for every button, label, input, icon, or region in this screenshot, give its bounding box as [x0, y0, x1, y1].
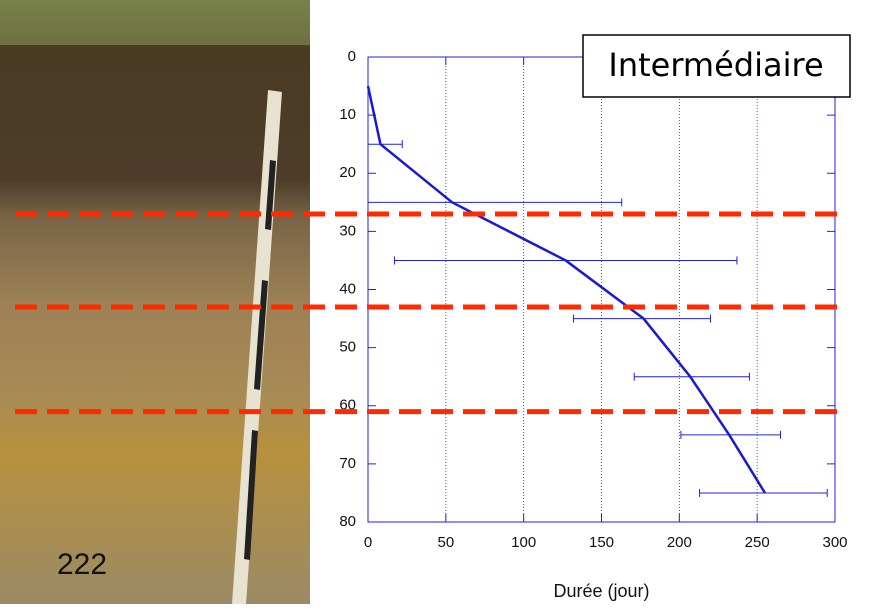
y-tick-label: 0	[348, 48, 356, 65]
x-tick-label: 50	[437, 534, 454, 551]
x-tick-label: 300	[822, 534, 847, 551]
y-tick-label: 30	[339, 222, 356, 239]
x-tick-label: 100	[511, 534, 536, 551]
ruler-marks	[265, 160, 276, 230]
grass	[0, 0, 310, 45]
x-axis-label: Durée (jour)	[553, 581, 649, 601]
soil-photo: 222	[0, 0, 310, 604]
x-tick-label: 0	[364, 534, 372, 551]
chart: 0 50 100 150 200 250 30001020304050607080Durée…	[339, 34, 851, 601]
x-tick-label: 150	[589, 534, 614, 551]
y-tick-label: 40	[339, 280, 356, 297]
y-tick-label: 10	[339, 106, 356, 123]
x-tick-label: 200	[667, 534, 692, 551]
y-tick-label: 20	[339, 164, 356, 181]
photo-label: 222	[57, 548, 107, 581]
y-tick-label: 50	[339, 339, 356, 356]
ruler-marks	[244, 430, 258, 560]
ruler-marks	[254, 280, 268, 390]
y-tick-label: 80	[339, 513, 356, 530]
x-tick-label: 250	[745, 534, 770, 551]
title-box	[582, 34, 851, 98]
data-line	[366, 85, 767, 494]
y-tick-label: 70	[339, 455, 356, 472]
chart-title: Intermédiaire	[608, 46, 823, 84]
